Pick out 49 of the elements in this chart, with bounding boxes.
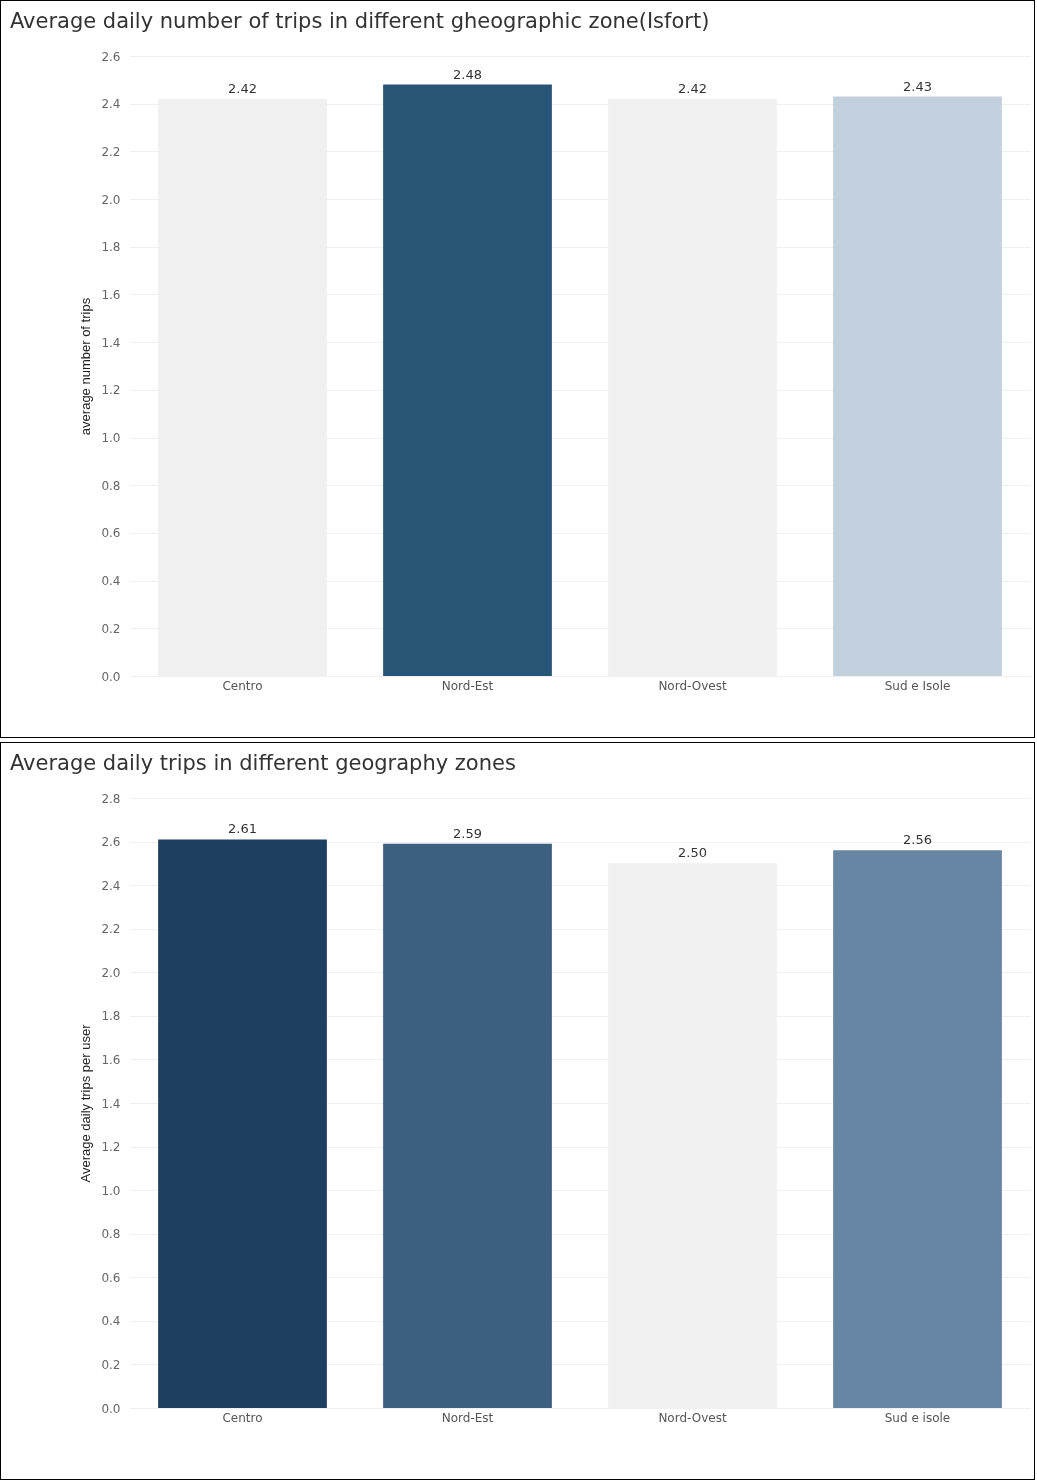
data-label: 2.50 bbox=[678, 845, 707, 861]
y-tick-label: 1.2 bbox=[101, 1140, 121, 1155]
y-tick-label: 0.4 bbox=[101, 1314, 121, 1329]
y-tick-label: 1.8 bbox=[101, 240, 121, 255]
y-tick-label: 1.4 bbox=[101, 1096, 121, 1111]
chart-title: Average daily number of trips in different gheographic zone(Isfort) bbox=[9, 9, 710, 33]
data-label: 2.43 bbox=[903, 78, 932, 94]
y-tick-label: 2.2 bbox=[101, 144, 121, 159]
x-tick-label: Centro bbox=[222, 1410, 263, 1425]
x-tick-label: Nord-Est bbox=[441, 1410, 494, 1425]
y-tick-label: 0.2 bbox=[101, 1357, 121, 1372]
y-axis-title: Average daily trips per user bbox=[78, 1023, 94, 1183]
y-tick-label: 1.0 bbox=[101, 431, 121, 446]
y-tick-label: 1.6 bbox=[101, 287, 121, 302]
x-tick-label: Sud e Isole bbox=[884, 678, 951, 693]
y-tick-label: 0.6 bbox=[101, 526, 121, 541]
y-tick-label: 0.6 bbox=[101, 1270, 121, 1285]
y-axis-title: average number of trips bbox=[78, 297, 94, 436]
y-tick-label: 2.6 bbox=[101, 835, 121, 850]
y-tick-label: 1.2 bbox=[101, 383, 121, 398]
y-tick-label: 2.0 bbox=[101, 192, 121, 207]
y-tick-label: 0.8 bbox=[101, 1227, 121, 1242]
data-label: 2.61 bbox=[228, 821, 257, 837]
y-tick-label: 1.0 bbox=[101, 1183, 121, 1198]
y-tick-label: 0.0 bbox=[101, 1401, 121, 1416]
x-tick-label: Nord-Est bbox=[441, 678, 494, 693]
y-tick-label: 2.4 bbox=[101, 97, 121, 112]
y-tick-label: 2.8 bbox=[101, 791, 121, 806]
y-tick-label: 2.6 bbox=[101, 49, 121, 64]
data-label: 2.59 bbox=[453, 825, 482, 841]
data-label: 2.48 bbox=[453, 66, 482, 82]
x-tick-label: Sud e isole bbox=[884, 1410, 951, 1425]
y-tick-label: 2.4 bbox=[101, 878, 121, 893]
y-tick-label: 1.8 bbox=[101, 1009, 121, 1024]
data-label: 2.56 bbox=[903, 832, 932, 848]
data-label: 2.42 bbox=[678, 80, 707, 96]
y-tick-label: 0.0 bbox=[101, 669, 121, 684]
y-tick-label: 2.0 bbox=[101, 965, 121, 980]
y-tick-label: 0.8 bbox=[101, 478, 121, 493]
y-tick-label: 0.4 bbox=[101, 574, 121, 589]
chart-title: Average daily trips in different geography zones bbox=[9, 751, 516, 775]
x-tick-label: Nord-Ovest bbox=[658, 678, 727, 693]
x-tick-label: Nord-Ovest bbox=[658, 1410, 727, 1425]
y-tick-label: 0.2 bbox=[101, 621, 121, 636]
y-tick-label: 1.4 bbox=[101, 335, 121, 350]
x-tick-label: Centro bbox=[222, 678, 263, 693]
y-tick-label: 1.6 bbox=[101, 1052, 121, 1067]
data-label: 2.42 bbox=[228, 80, 257, 96]
y-tick-label: 2.2 bbox=[101, 922, 121, 937]
